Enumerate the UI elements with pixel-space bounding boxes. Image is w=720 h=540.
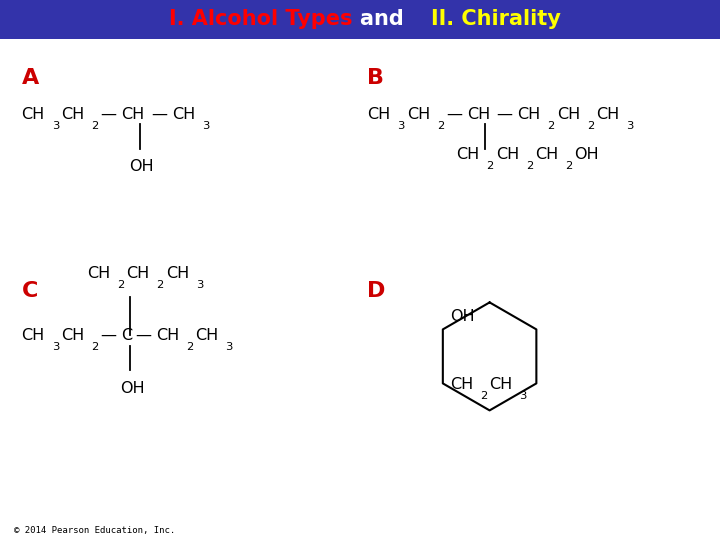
Text: CH: CH [407,107,430,122]
Text: B: B [367,68,384,87]
Text: C: C [22,281,38,301]
Text: CH: CH [22,107,45,122]
Text: CH: CH [61,107,84,122]
Text: 2: 2 [437,120,444,131]
Text: 2: 2 [117,280,125,290]
Text: CH: CH [535,147,559,163]
Text: 3: 3 [225,342,233,352]
Text: OH: OH [450,309,474,324]
Text: 3: 3 [202,120,209,131]
Text: CH: CH [456,147,480,163]
Text: II. Chirality: II. Chirality [431,9,560,30]
Text: 2: 2 [526,161,533,171]
Text: CH: CH [596,107,619,122]
Text: CH: CH [490,377,513,392]
Text: CH: CH [195,328,219,343]
Text: CH: CH [172,107,195,122]
Text: CH: CH [557,107,580,122]
Text: CH: CH [121,107,145,122]
Text: CH: CH [166,266,189,281]
Text: CH: CH [61,328,84,343]
Text: —: — [135,328,151,343]
Text: D: D [367,281,386,301]
Text: 2: 2 [157,280,164,290]
Text: —: — [101,107,117,122]
Text: 3: 3 [397,120,405,131]
Text: C: C [121,328,132,343]
Text: OH: OH [575,147,599,163]
Text: and: and [360,9,411,30]
Text: I. Alcohol Types: I. Alcohol Types [169,9,360,30]
Text: 2: 2 [565,161,572,171]
Text: —: — [101,328,117,343]
Text: 2: 2 [487,161,494,171]
Text: 2: 2 [480,390,487,401]
Text: © 2014 Pearson Education, Inc.: © 2014 Pearson Education, Inc. [14,525,176,535]
Text: 3: 3 [52,120,59,131]
Text: CH: CH [467,107,490,122]
Text: 3: 3 [626,120,634,131]
Text: CH: CH [450,377,473,392]
Text: 2: 2 [587,120,594,131]
Text: A: A [22,68,39,87]
Text: 3: 3 [196,280,203,290]
Text: CH: CH [87,266,110,281]
Text: 3: 3 [52,342,59,352]
Text: 2: 2 [91,120,99,131]
Text: CH: CH [156,328,179,343]
Text: CH: CH [518,107,541,122]
Text: CH: CH [367,107,390,122]
Text: 2: 2 [547,120,554,131]
Text: OH: OH [120,381,144,396]
Text: CH: CH [22,328,45,343]
Text: —: — [446,107,462,122]
Text: 3: 3 [519,390,527,401]
Text: 2: 2 [186,342,194,352]
Text: —: — [497,107,513,122]
Bar [0,0,720,39]
Text: —: — [151,107,167,122]
Text: 2: 2 [91,342,99,352]
Text: OH: OH [129,159,153,174]
Text: CH: CH [127,266,150,281]
Text: CH: CH [496,147,519,163]
